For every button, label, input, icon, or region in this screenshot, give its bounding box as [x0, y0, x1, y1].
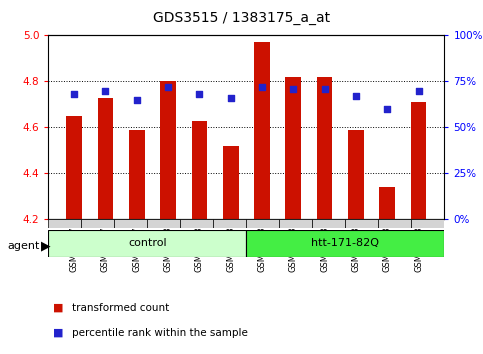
Bar	[279, 219, 313, 228]
Point	[164, 84, 172, 90]
Point	[289, 86, 297, 92]
Bar	[223, 146, 239, 219]
Bar	[114, 219, 147, 228]
Bar	[160, 81, 176, 219]
Bar	[379, 187, 395, 219]
Bar	[246, 230, 444, 257]
Point	[70, 91, 78, 97]
Bar	[98, 97, 114, 219]
Text: ▶: ▶	[41, 240, 51, 252]
Point	[415, 88, 423, 93]
Bar	[254, 42, 270, 219]
Bar	[81, 219, 114, 228]
Text: transformed count: transformed count	[72, 303, 170, 313]
Bar	[192, 120, 207, 219]
Text: ■: ■	[53, 303, 64, 313]
Bar	[317, 77, 332, 219]
Text: percentile rank within the sample: percentile rank within the sample	[72, 328, 248, 338]
Point	[321, 86, 328, 92]
Text: agent: agent	[7, 241, 40, 251]
Point	[196, 91, 203, 97]
Bar	[213, 219, 246, 228]
Bar	[348, 130, 364, 219]
Point	[133, 97, 141, 103]
Point	[227, 95, 235, 101]
Point	[258, 84, 266, 90]
Bar	[129, 130, 144, 219]
Bar	[411, 102, 426, 219]
Bar	[313, 219, 345, 228]
Bar	[412, 219, 444, 228]
Bar	[285, 77, 301, 219]
Point	[384, 106, 391, 112]
Bar	[378, 219, 412, 228]
Point	[352, 93, 360, 99]
Bar	[66, 116, 82, 219]
Bar	[180, 219, 213, 228]
Text: ■: ■	[53, 328, 64, 338]
Text: htt-171-82Q: htt-171-82Q	[312, 238, 379, 249]
Text: GDS3515 / 1383175_a_at: GDS3515 / 1383175_a_at	[153, 11, 330, 25]
Bar	[48, 219, 81, 228]
Bar	[48, 230, 246, 257]
Bar	[246, 219, 279, 228]
Point	[101, 88, 109, 93]
Bar	[147, 219, 180, 228]
Text: control: control	[128, 238, 167, 249]
Bar	[345, 219, 378, 228]
